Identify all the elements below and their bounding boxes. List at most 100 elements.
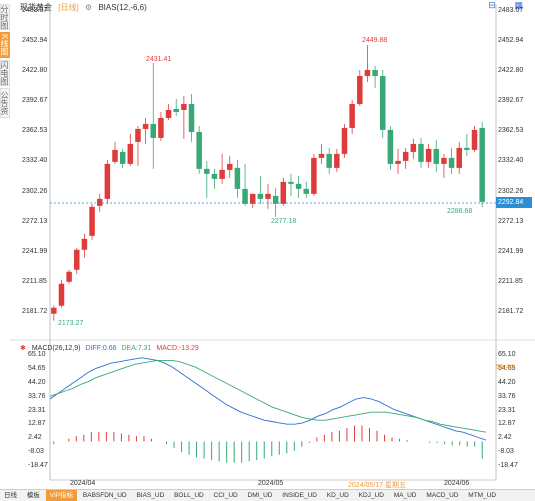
candle-body: [66, 271, 72, 282]
axis-tick-label: -18.47: [498, 462, 518, 469]
candle-body: [74, 249, 80, 270]
bottom-tab-vip[interactable]: VIP指标: [45, 490, 78, 501]
candle-body: [219, 169, 225, 179]
candle-body: [158, 117, 164, 138]
period-tag[interactable]: [日线]: [58, 3, 79, 12]
tab-timeshare[interactable]: 分时图: [0, 4, 10, 30]
axis-tick-label: 2211.85: [22, 277, 47, 285]
bottom-tab[interactable]: MACD_UD: [426, 492, 459, 499]
candle-body: [127, 143, 134, 164]
axis-tick-label: 2.42: [498, 434, 512, 442]
bottom-tab[interactable]: MTM_UD: [468, 492, 497, 499]
axis-tick-label: 44.20: [28, 378, 46, 386]
macd-dea-value: DEA:7.31: [121, 345, 152, 352]
axis-tick-label: 2332.40: [498, 157, 524, 165]
settings-icon[interactable]: ⚙: [84, 3, 93, 12]
candle-body: [249, 193, 256, 204]
axis-tick-label: 2272.13: [22, 217, 48, 225]
axis-tick-label: 2302.26: [498, 187, 524, 195]
axis-tick-label: 2302.26: [22, 187, 48, 195]
candle-body: [456, 147, 462, 168]
axis-tick-label: 2362.53: [498, 127, 524, 135]
annotation-high1: 2431.41: [146, 56, 172, 63]
candle-body: [181, 103, 187, 110]
current-price-box: 2292.84: [496, 197, 532, 208]
bottom-tab[interactable]: CCI_UD: [213, 492, 238, 499]
tab-announcement[interactable]: 公告资料: [0, 88, 10, 118]
candle-body: [104, 163, 111, 199]
axis-tick-label: 2392.67: [498, 97, 524, 105]
candle-body: [318, 153, 325, 158]
bottom-tab[interactable]: KDJ_UD: [358, 492, 384, 499]
indicator-tab-bar: 日线 模板 VIP指标 BABSFDN_UD BIAS_UD BOLL_UD C…: [0, 489, 535, 501]
axis-tick-label: 2332.40: [22, 157, 48, 165]
axis-tick-label: 65.10: [28, 351, 46, 358]
axis-tick-label: 2483.07: [22, 7, 48, 14]
bottom-tab[interactable]: INSIDE_UD: [282, 492, 317, 499]
bottom-tab[interactable]: BIAS_UD: [136, 492, 165, 499]
axis-tick-label: 33.76: [28, 392, 46, 400]
candle-body: [280, 181, 287, 204]
candle-body: [448, 157, 455, 168]
grid-icon[interactable]: ▦: [514, 0, 523, 10]
candle-body: [265, 193, 271, 199]
axis-tick-label: 2181.72: [22, 308, 48, 315]
macd-histogram: [53, 425, 483, 463]
candle-body: [395, 160, 401, 164]
candle-body: [234, 167, 241, 189]
expand-icon[interactable]: ⊟: [488, 0, 496, 10]
macd-dea-line: [49, 359, 487, 433]
bottom-tab[interactable]: DMI_UD: [247, 492, 273, 499]
axis-tick-label: 23.31: [28, 406, 46, 414]
candle-body: [364, 70, 371, 76]
axis-tick-label: -18.47: [28, 462, 48, 469]
axis-tick-label: 2362.53: [22, 127, 48, 135]
candle-body: [51, 307, 57, 314]
annotation-last: 2286.68: [447, 208, 473, 215]
indicator-label: BIAS(12,-6,6): [98, 3, 147, 12]
candle-body: [341, 127, 348, 154]
macd-macd-value: MACD:-13.29: [156, 345, 199, 352]
axis-tick-label: 2181.72: [498, 308, 524, 315]
date-label: 2024/05: [258, 480, 284, 487]
bottom-tab[interactable]: 模板: [26, 492, 40, 499]
macd-label: MACD(26,12,9): [31, 345, 81, 352]
toolbar-icons: ⊟ ▦: [488, 0, 523, 11]
tab-flash[interactable]: 闪电图: [0, 60, 10, 86]
axis-tick-label: 12.87: [28, 420, 46, 428]
candle-body: [441, 157, 447, 164]
axis-tick-label: 2422.80: [498, 67, 524, 75]
macd-collapse-icon[interactable]: ✱: [20, 345, 26, 352]
axis-tick-label: -8.03: [28, 448, 44, 456]
candle-body: [150, 123, 157, 138]
candlestick-series: [51, 45, 485, 321]
bottom-tab[interactable]: BABSFDN_UD: [82, 492, 127, 499]
axis-tick-label: 2.42: [28, 434, 42, 442]
candle-body: [242, 188, 248, 204]
candle-body: [295, 183, 302, 189]
candle-body: [334, 153, 340, 168]
bottom-tab[interactable]: 日线: [4, 492, 17, 499]
tab-kline[interactable]: K线图: [0, 32, 10, 58]
candle-body: [173, 108, 179, 112]
candle-body: [464, 147, 470, 150]
macd-diff-value: DIFF:0.66: [85, 345, 117, 352]
axis-tick-label: 12.87: [498, 420, 516, 428]
candle-body: [433, 148, 440, 164]
chart-header: 现货黄金 [日线] ⚙ BIAS(12,-6,6): [20, 2, 151, 14]
date-label: 2024/06: [444, 480, 470, 487]
candle-body: [58, 283, 65, 306]
bottom-tab[interactable]: MA_UD: [393, 492, 417, 499]
candle-body: [112, 149, 118, 162]
left-tab-rail: 分时图 K线图 闪电图 公告资料: [0, 0, 10, 480]
candle-body: [288, 181, 294, 184]
bottom-tab[interactable]: KD_UD: [326, 492, 349, 499]
price-grid: [10, 4, 535, 481]
axis-tick-label: 2422.80: [22, 67, 48, 75]
candle-body: [142, 123, 149, 129]
bottom-tab[interactable]: BOLL_UD: [174, 492, 204, 499]
candle-body: [227, 163, 233, 170]
candle-body: [257, 193, 264, 199]
axis-tick-label: 2241.99: [22, 247, 48, 255]
